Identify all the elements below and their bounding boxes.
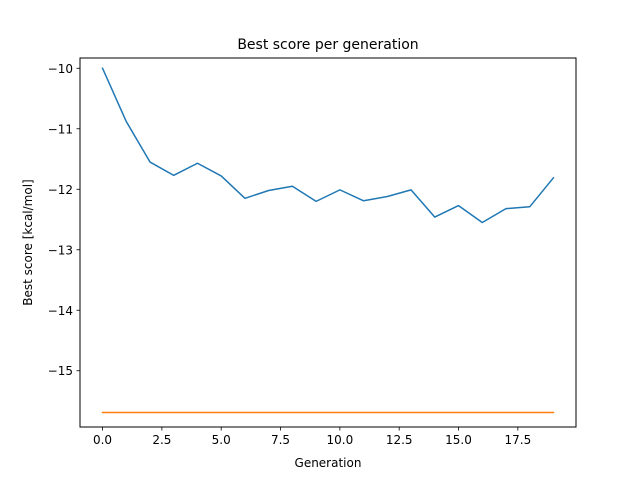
y-tick-label: −10: [48, 62, 73, 76]
x-tick-label: 17.5: [504, 433, 531, 447]
x-tick-label: 5.0: [212, 433, 231, 447]
y-axis-title: Best score [kcal/mol]: [21, 179, 35, 305]
y-tick-label: −14: [48, 304, 73, 318]
chart-title: Best score per generation: [237, 37, 418, 53]
y-tick-label: −11: [48, 122, 73, 136]
y-tick-label: −12: [48, 183, 73, 197]
x-tick-label: 0.0: [93, 433, 112, 447]
series-line-1: [101, 67, 555, 224]
x-tick-label: 12.5: [386, 433, 413, 447]
x-axis-title: Generation: [295, 456, 362, 470]
x-tick-label: 7.5: [271, 433, 290, 447]
x-tick-label: 2.5: [152, 433, 171, 447]
x-tick-label: 10.0: [327, 433, 354, 447]
plot-series: [101, 67, 555, 414]
y-tick-label: −13: [48, 243, 73, 257]
x-tick-label: 15.0: [445, 433, 472, 447]
y-tick-label: −15: [48, 364, 73, 378]
x-axis: 0.0 2.5 5.0 7.5 10.0 12.5 15.0 17.5: [93, 427, 531, 447]
plot-frame: [79, 57, 577, 428]
y-axis: −10 −11 −12 −13 −14 −15: [48, 62, 80, 378]
